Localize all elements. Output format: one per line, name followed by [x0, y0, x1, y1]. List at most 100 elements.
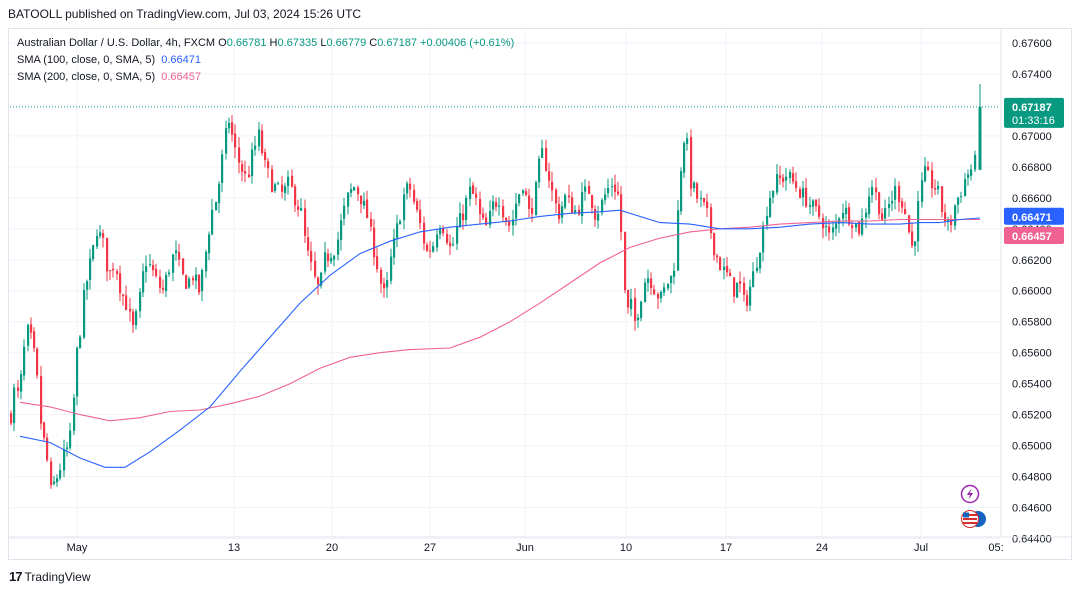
candle	[960, 196, 963, 198]
last-price-tag-value: 0.67187	[1012, 102, 1052, 114]
candle	[964, 179, 967, 197]
sma100-tag	[1004, 207, 1064, 225]
candle	[888, 204, 891, 208]
candle	[152, 265, 155, 271]
candle	[13, 387, 16, 424]
candle	[558, 204, 561, 220]
candle	[551, 181, 554, 191]
candle	[848, 207, 851, 225]
candle	[802, 188, 805, 198]
legend-sma200-row[interactable]: SMA (200, close, 0, SMA, 5) 0.66457	[17, 69, 514, 86]
flash-icon[interactable]	[960, 484, 980, 504]
candle	[776, 174, 779, 193]
candle	[799, 189, 802, 198]
candle	[310, 250, 313, 263]
y-tick-label: 0.66000	[1012, 286, 1052, 298]
candle	[53, 481, 56, 484]
candle	[914, 241, 917, 247]
candle	[350, 189, 353, 193]
candle	[782, 177, 785, 182]
candle	[875, 187, 878, 193]
candle	[462, 213, 465, 221]
candle	[241, 164, 244, 172]
candle	[30, 324, 33, 333]
x-tick-label: 17	[720, 542, 732, 554]
candle	[627, 289, 630, 308]
candle	[482, 213, 485, 218]
countdown-tag-value: 01:33:16	[1012, 115, 1055, 127]
y-tick-label: 0.66600	[1012, 193, 1052, 205]
candle	[116, 271, 119, 275]
candle	[297, 206, 300, 210]
legend-sma100-row[interactable]: SMA (100, close, 0, SMA, 5) 0.66471	[17, 52, 514, 69]
candle	[274, 184, 277, 191]
candle	[561, 206, 564, 218]
candle	[112, 268, 115, 271]
candle	[142, 271, 145, 293]
candle	[739, 281, 742, 284]
candle	[314, 260, 317, 277]
candle	[40, 375, 43, 424]
candle	[505, 217, 508, 222]
candle	[376, 256, 379, 270]
candle	[749, 286, 752, 306]
candle	[370, 218, 373, 227]
candle	[607, 187, 610, 194]
legend-low: 0.66779	[326, 37, 367, 49]
sma200-line	[19, 218, 980, 422]
candle	[307, 237, 310, 251]
candle	[644, 282, 647, 303]
candle	[825, 226, 828, 228]
candle	[343, 205, 346, 219]
candle	[195, 274, 198, 281]
candle	[555, 189, 558, 204]
candle	[772, 191, 775, 198]
candle	[832, 227, 835, 233]
candle	[571, 197, 574, 214]
candle	[967, 174, 970, 178]
candle	[333, 255, 336, 260]
candle	[225, 127, 228, 154]
candle	[264, 152, 267, 161]
candle	[531, 207, 534, 214]
candle	[597, 213, 600, 221]
candle	[251, 149, 254, 177]
candle	[360, 195, 363, 205]
footer-brand[interactable]: 17 TradingView	[9, 569, 91, 584]
candle	[99, 232, 102, 237]
candle	[944, 212, 947, 221]
candle	[522, 190, 525, 194]
candle	[63, 449, 66, 471]
candle	[192, 278, 195, 281]
candle	[584, 186, 587, 192]
candle	[756, 267, 759, 271]
candle	[954, 205, 957, 226]
candle	[809, 205, 812, 207]
candle	[390, 256, 393, 281]
candle	[878, 192, 881, 215]
legend-instrument: Australian Dollar / U.S. Dollar, 4h, FXC…	[17, 37, 216, 49]
candle	[432, 246, 435, 252]
candle	[548, 171, 551, 181]
candle	[515, 203, 518, 219]
candle	[719, 257, 722, 271]
candle	[373, 227, 376, 258]
last-candle	[978, 106, 982, 170]
candle	[215, 201, 218, 211]
candle	[92, 244, 95, 260]
legend-close-label: C	[369, 37, 378, 49]
candle	[234, 133, 237, 148]
candle	[601, 199, 604, 213]
legend-high-label: H	[269, 37, 278, 49]
candle	[201, 270, 204, 292]
candle	[363, 200, 366, 206]
candle	[657, 293, 660, 299]
us-au-flag-icon[interactable]	[961, 510, 987, 528]
candle	[871, 187, 874, 196]
candle	[703, 197, 706, 203]
candle	[845, 207, 848, 215]
candle	[512, 219, 515, 226]
candle	[667, 283, 670, 289]
candle	[785, 176, 788, 181]
